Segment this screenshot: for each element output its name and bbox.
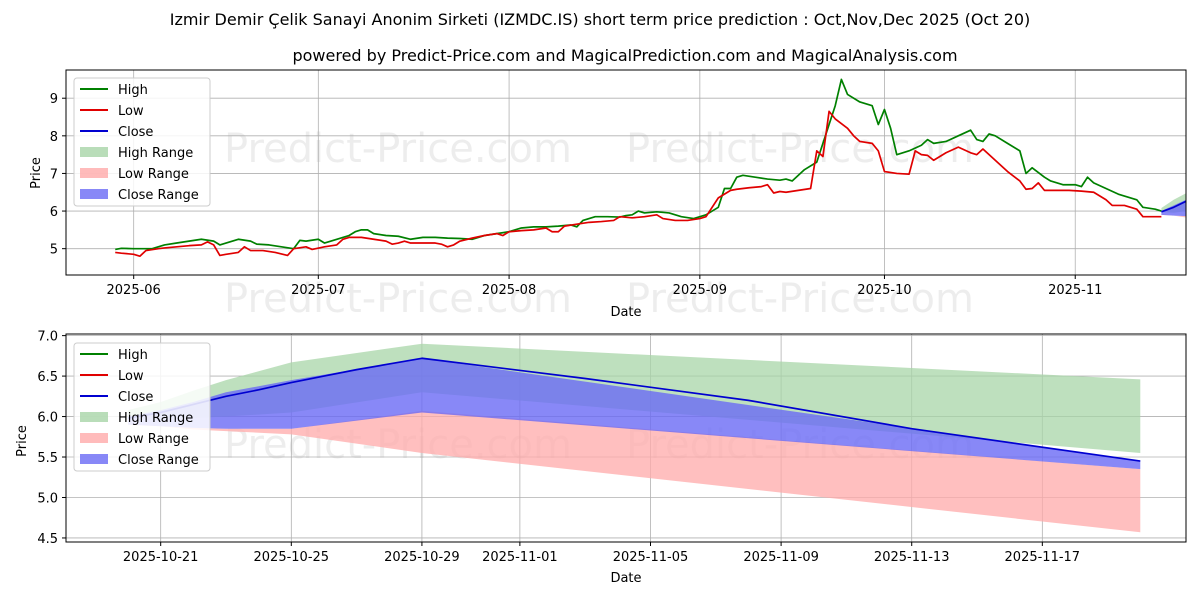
high-legend-label: High [118, 348, 148, 363]
top-plot-frame [65, 69, 1187, 276]
low-range-area [1161, 214, 1186, 218]
low-legend-label: Low [118, 369, 144, 384]
top-series-lines [115, 78, 1186, 258]
y-tick-label: 6.0 [37, 411, 58, 426]
high-range-legend-label: High Range [118, 146, 193, 161]
bottom-y-axis-label: Price [15, 425, 30, 457]
watermark: Predict-Price.com [224, 276, 572, 322]
high-legend-label: High [118, 83, 148, 98]
top-watermarks: Predict-Price.com Predict-Price.com Pred… [224, 126, 974, 322]
top-chart-panel: Predict-Price.com Predict-Price.com Pred… [29, 69, 1187, 322]
top-legend: High Low Close High Range Low Range Close Ran… [73, 77, 211, 207]
y-tick-label: 5.5 [37, 451, 58, 466]
top-x-axis-label: Date [610, 305, 641, 320]
close-range-legend-swatch [80, 454, 108, 464]
close-range-legend-swatch [80, 189, 108, 199]
close-range-legend-label: Close Range [118, 453, 199, 468]
y-tick-label: 9 [50, 92, 58, 107]
y-tick-label: 5 [50, 243, 58, 258]
watermark: Predict-Price.com [626, 126, 974, 172]
x-tick-label: 2025-08 [482, 283, 536, 298]
x-tick-label: 2025-10-25 [254, 550, 330, 565]
bottom-x-axis-label: Date [610, 571, 641, 586]
x-tick-label: 2025-11-01 [482, 550, 558, 565]
bottom-range-areas [128, 343, 1141, 533]
y-tick-label: 4.5 [37, 532, 58, 547]
low-range-legend-swatch [80, 433, 108, 443]
high-range-legend-label: High Range [118, 411, 193, 426]
x-tick-label: 2025-10 [857, 283, 911, 298]
y-tick-label: 7.0 [37, 330, 58, 345]
low-line [115, 110, 1162, 258]
y-tick-label: 6 [50, 205, 58, 220]
close-range-area [128, 358, 1141, 470]
top-range-areas [1161, 193, 1186, 218]
bottom-y-axis: 4.5 5.0 5.5 6.0 6.5 7.0 [37, 330, 66, 547]
x-tick-label: 2025-07 [291, 283, 345, 298]
x-tick-label: 2025-09 [673, 283, 727, 298]
top-x-axis: 2025-06 2025-07 2025-08 2025-09 2025-10 2025-… [107, 275, 1102, 298]
top-grid [66, 70, 1186, 275]
low-legend-label: Low [118, 104, 144, 119]
watermark: Predict-Price.com [224, 126, 572, 172]
close-legend-label: Close [118, 390, 153, 405]
x-tick-label: 2025-10-29 [384, 550, 460, 565]
high-range-legend-swatch [80, 147, 108, 157]
low-range-area [128, 410, 1141, 533]
close-line [1161, 200, 1186, 213]
y-tick-label: 6.5 [37, 370, 58, 385]
high-range-legend-swatch [80, 412, 108, 422]
top-y-axis-label: Price [29, 157, 44, 189]
top-y-axis: 5 6 7 8 9 [50, 92, 66, 258]
close-legend-label: Close [118, 125, 153, 140]
low-range-legend-label: Low Range [118, 167, 189, 182]
low-range-legend-swatch [80, 168, 108, 178]
low-range-legend-label: Low Range [118, 432, 189, 447]
x-tick-label: 2025-11-05 [613, 550, 689, 565]
y-tick-label: 7 [50, 167, 58, 182]
bottom-plot-frame [65, 333, 1187, 543]
bottom-legend: High Low Close High Range Low Range Close Ran… [73, 342, 211, 472]
y-tick-label: 8 [50, 130, 58, 145]
chart-subtitle: powered by Predict-Price.com and Magical… [292, 46, 957, 65]
y-tick-label: 5.0 [37, 491, 58, 506]
close-range-legend-label: Close Range [118, 188, 199, 203]
x-tick-label: 2025-11-09 [743, 550, 819, 565]
watermark: Predict-Price.com [626, 276, 974, 322]
bottom-chart-panel: Predict-Price.com Predict-Price.com 2025… [15, 330, 1187, 586]
x-tick-label: 2025-11-17 [1005, 550, 1081, 565]
x-tick-label: 2025-10-21 [123, 550, 199, 565]
high-line [115, 78, 1162, 251]
chart-title: Izmir Demir Çelik Sanayi Anonim Sirketi … [170, 10, 1031, 29]
x-tick-label: 2025-11 [1048, 283, 1102, 298]
x-tick-label: 2025-11-13 [874, 550, 950, 565]
x-tick-label: 2025-06 [107, 283, 161, 298]
bottom-x-axis: 2025-10-21 2025-10-25 2025-10-29 2025-11-01… [123, 542, 1080, 565]
